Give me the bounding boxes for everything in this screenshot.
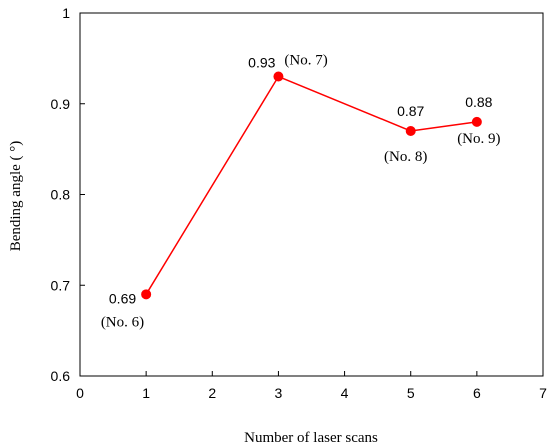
data-value-label: 0.69 [109, 290, 136, 306]
data-point [405, 125, 416, 136]
y-tick-label: 0.8 [51, 187, 71, 203]
data-value-label: 0.87 [397, 103, 424, 119]
sample-id-label: (No. 9) [457, 131, 500, 147]
x-tick-label: 7 [539, 385, 547, 401]
x-tick-label: 5 [407, 385, 415, 401]
x-tick-label: 0 [76, 385, 84, 401]
y-axis-title: Bending angle ( °) [8, 141, 24, 252]
data-points: 0.69 (No. 6) 0.93 (No. 7) 0.87 (No. 8) 0.88 (No… [101, 53, 501, 331]
y-tick-label: 1 [62, 5, 70, 21]
y-tick-label: 0.6 [51, 368, 71, 384]
x-tick-label: 1 [142, 385, 150, 401]
data-value-label: 0.88 [465, 94, 492, 110]
sample-id-label: (No. 8) [384, 149, 427, 165]
data-point [141, 289, 152, 300]
x-tick-label: 3 [275, 385, 283, 401]
y-axis: 0.6 0.7 0.8 0.9 1 [51, 5, 85, 384]
data-point [273, 71, 284, 82]
y-tick-label: 0.7 [51, 277, 71, 293]
sample-id-label: (No. 6) [101, 314, 144, 330]
y-tick-label: 0.9 [51, 96, 71, 112]
series-line [145, 75, 477, 295]
x-tick-label: 6 [473, 385, 481, 401]
data-value-label: 0.93 [248, 55, 275, 71]
sample-id-label: (No. 7) [284, 53, 327, 69]
x-axis-title: Number of laser scans [244, 430, 378, 446]
x-axis: 0 1 2 3 4 5 6 7 [76, 371, 547, 401]
x-tick-label: 2 [208, 385, 216, 401]
x-tick-label: 4 [341, 385, 349, 401]
data-point [471, 116, 482, 127]
